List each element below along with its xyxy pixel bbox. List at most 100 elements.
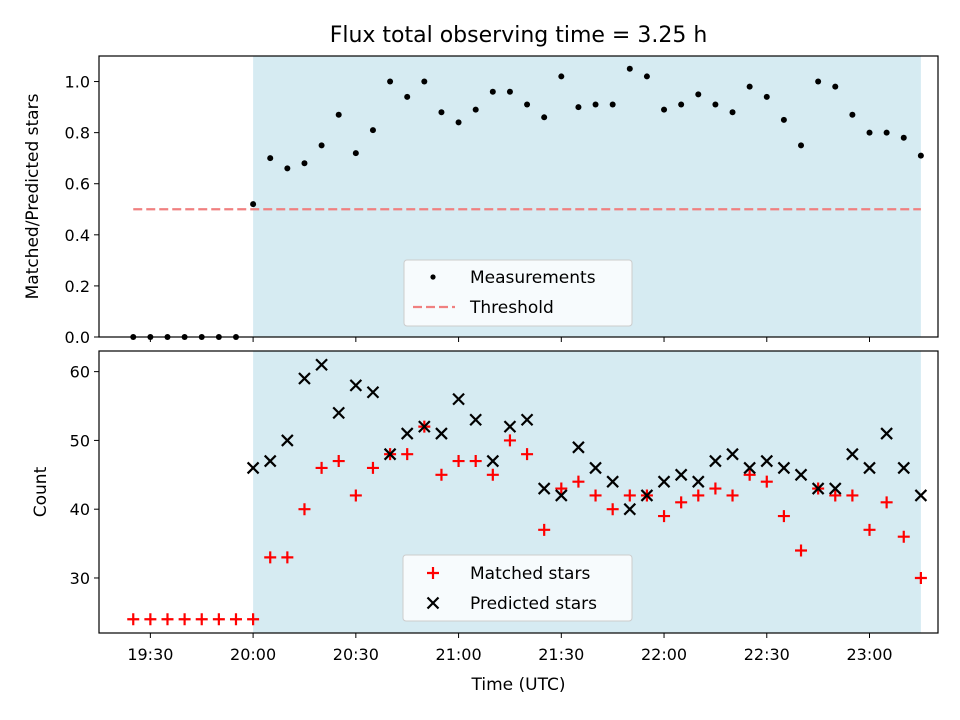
matched-star-point — [863, 523, 876, 536]
matched-star-point — [880, 496, 893, 509]
measurement-point — [678, 101, 685, 108]
predicted-star-point — [486, 454, 500, 468]
matched-star-point — [161, 613, 174, 626]
chart-title: Flux total observing time = 3.25 h — [330, 23, 708, 48]
top-y-tick-label: 0.0 — [65, 328, 90, 347]
legend-matched-label: Matched stars — [470, 564, 590, 584]
matched-star-point — [709, 482, 722, 495]
measurement-point — [883, 129, 890, 136]
predicted-star-point — [828, 482, 842, 495]
top-y-tick-label: 0.6 — [65, 175, 90, 194]
top-y-tick-label: 1.0 — [65, 73, 90, 92]
predicted-star-point — [914, 489, 928, 502]
matched-star-point — [777, 510, 790, 523]
x-tick-label: 20:00 — [230, 645, 276, 664]
bottom-y-axis-label: Count — [31, 466, 51, 517]
matched-star-point — [435, 468, 448, 481]
measurement-point — [352, 150, 359, 157]
matched-star-point — [247, 613, 260, 626]
predicted-star-point — [469, 413, 482, 427]
predicted-star-point — [452, 392, 465, 406]
measurement-point — [284, 165, 291, 172]
matched-star-point — [658, 510, 671, 523]
measurement-point — [798, 142, 805, 149]
predicted-star-point — [863, 461, 876, 475]
matched-star-point — [401, 448, 414, 461]
measurement-point — [609, 101, 616, 108]
measurement-point — [746, 83, 753, 90]
measurement-point — [541, 114, 548, 121]
predicted-star-point — [760, 454, 774, 468]
x-tick-label: 22:30 — [744, 645, 790, 664]
x-axis-label: Time (UTC) — [471, 675, 566, 695]
top-y-ticks: 0.0 0.2 0.4 0.6 0.8 1.0 — [65, 73, 99, 347]
predicted-star-point — [811, 482, 825, 495]
matched-star-point — [829, 489, 842, 502]
x-tick-label: 22:00 — [641, 645, 687, 664]
predicted-star-point — [572, 441, 585, 454]
predicted-star-point — [400, 427, 414, 440]
measurement-points — [130, 65, 924, 340]
predicted-star-point — [606, 475, 619, 488]
matched-star-point — [521, 448, 534, 461]
predicted-stars-points — [246, 358, 928, 516]
matched-star-point — [366, 461, 379, 474]
matched-star-point — [572, 475, 585, 488]
measurement-point — [661, 106, 668, 113]
predicted-star-point — [640, 489, 654, 502]
measurement-point — [558, 73, 565, 80]
legend-measurements-label: Measurements — [470, 268, 596, 288]
matched-star-point — [127, 613, 140, 626]
matched-star-point — [623, 489, 636, 502]
measurement-point — [472, 106, 479, 113]
bottom-y-ticks: 30 40 50 60 — [70, 363, 99, 588]
top-y-tick-label: 0.2 — [65, 277, 90, 296]
predicted-star-point — [315, 358, 328, 372]
predicted-star-point — [623, 502, 637, 516]
predicted-star-point — [589, 461, 602, 475]
matched-star-point — [692, 489, 705, 502]
predicted-star-point — [657, 475, 671, 488]
predicted-star-point — [794, 468, 808, 482]
bottom-x-ticks: 19:30 20:00 20:30 21:00 21:30 22:00 22:30 23:00 — [127, 633, 893, 664]
matched-star-point — [229, 613, 242, 626]
measurement-point — [832, 83, 839, 90]
measurement-point — [695, 91, 702, 98]
bottom-legend: Matched stars Predicted stars — [402, 554, 633, 622]
matched-star-point — [795, 544, 808, 557]
matched-star-point — [914, 571, 927, 584]
x-tick-label: 21:30 — [538, 645, 584, 664]
predicted-star-point — [246, 461, 260, 475]
measurement-point — [267, 155, 274, 162]
predicted-star-point — [418, 420, 431, 433]
bottom-y-tick-label: 40 — [70, 500, 90, 519]
predicted-star-point — [298, 372, 311, 385]
top-legend: Measurements Threshold — [403, 259, 633, 327]
measurement-point — [917, 152, 924, 159]
matched-star-point — [281, 551, 294, 564]
measurement-point — [335, 111, 342, 118]
matched-star-point — [469, 455, 482, 468]
measurement-point — [387, 78, 394, 85]
measurement-point — [592, 101, 599, 108]
matched-star-point — [538, 523, 551, 536]
measurement-point — [575, 104, 582, 111]
x-tick-label: 21:00 — [436, 645, 482, 664]
measurement-point — [369, 127, 376, 134]
legend-predicted-marker — [426, 596, 440, 610]
measurement-point — [866, 129, 873, 136]
matched-star-point — [555, 482, 568, 495]
legend-x-glyph — [426, 596, 440, 610]
matched-star-point — [332, 455, 345, 468]
matched-star-point — [503, 434, 516, 447]
measurement-point — [506, 88, 513, 95]
predicted-star-point — [846, 447, 859, 461]
matched-star-point — [606, 503, 619, 516]
top-legend-box — [403, 259, 633, 327]
matched-star-point — [760, 475, 773, 488]
x-tick-label: 20:30 — [333, 645, 379, 664]
measurement-point — [763, 93, 770, 100]
legend-threshold-label: Threshold — [469, 298, 554, 318]
legend-measurements-marker — [430, 274, 436, 280]
measurement-point — [250, 201, 257, 208]
